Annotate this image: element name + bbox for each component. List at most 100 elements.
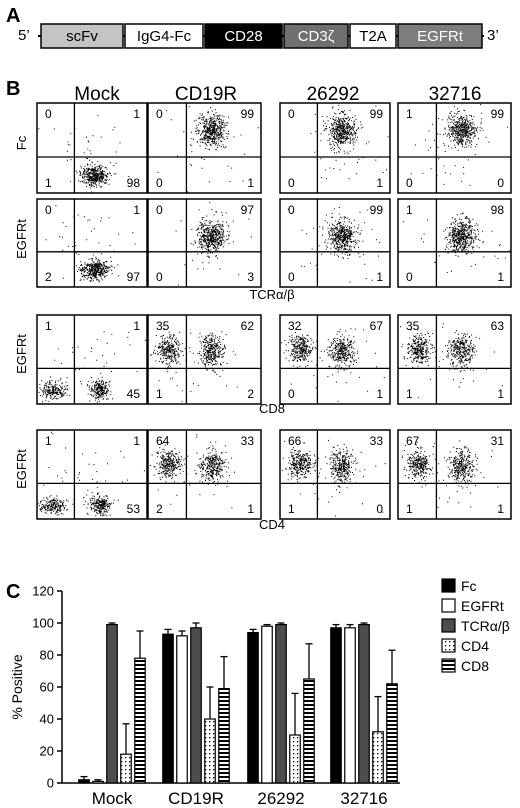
event-cloud — [445, 446, 478, 489]
bar — [162, 633, 174, 784]
event-cloud — [281, 328, 321, 368]
legend-swatch — [441, 658, 456, 673]
panel-c: C 0 20 40 60 80 100 120 % Positive Mock CD19R 2629… — [6, 578, 510, 808]
bar — [176, 635, 188, 784]
quadrant-percent: 1 — [247, 502, 254, 516]
y-tick-label: 120 — [32, 584, 54, 599]
legend-label: TCRα/β — [461, 618, 510, 634]
quadrant-percent: 0 — [497, 176, 504, 190]
quadrant-percent: 0 — [288, 176, 295, 190]
legend-swatch — [441, 578, 456, 593]
event-cloud — [192, 332, 234, 373]
legend-swatch — [441, 598, 456, 613]
construct-segment — [349, 23, 397, 49]
quadrant-percent: 1 — [156, 387, 163, 401]
category-label: Mock — [92, 789, 133, 808]
quadrant-percent: 35 — [156, 319, 170, 333]
plot-frame — [279, 314, 391, 405]
flow-plot: 0 1 2 97 — [36, 198, 148, 288]
quadrant-percent: 33 — [241, 434, 255, 448]
quadrant-percent: 1 — [376, 270, 383, 284]
bar-chart: 0 20 40 60 80 100 120 % Positive Mock CD19R 26292 3… — [9, 578, 510, 808]
flow-plot: 1 98 0 1 — [397, 198, 512, 288]
quadrant-percent: 67 — [370, 319, 384, 333]
legend-label: Fc — [461, 578, 477, 594]
plot-frame — [397, 102, 512, 194]
flow-plot: 0 99 0 1 — [279, 198, 391, 288]
bar — [190, 627, 202, 784]
event-cloud — [83, 492, 115, 517]
quadrant-percent: 0 — [406, 176, 413, 190]
event-cloud — [401, 442, 445, 485]
construct-segment — [40, 23, 124, 49]
quadrant-percent: 98 — [127, 176, 141, 190]
plot-frame — [279, 429, 391, 520]
bar — [330, 627, 342, 784]
flow-plot: 35 62 1 2 — [147, 314, 262, 405]
y-tick-label: 80 — [40, 648, 54, 663]
construct-segment-label: CD28 — [224, 28, 262, 45]
construct-segment-label: CD3ζ — [298, 28, 335, 45]
quadrant-percent: 0 — [156, 270, 163, 284]
bar — [247, 631, 259, 784]
bar — [289, 734, 301, 784]
quadrant-percent: 1 — [497, 387, 504, 401]
quadrant-percent: 0 — [288, 107, 295, 121]
quadrant-percent: 0 — [156, 107, 163, 121]
legend-label: CD4 — [461, 638, 489, 654]
quadrant-percent: 1 — [45, 176, 52, 190]
construct-segment-label: scFv — [66, 28, 98, 45]
plot-frame — [147, 314, 262, 405]
row-axis-label: EGFRt — [14, 219, 29, 259]
construct-segment — [204, 23, 283, 49]
bar — [275, 623, 287, 784]
event-cloud — [401, 329, 436, 380]
row-x-axis-label: CD8 — [259, 401, 285, 416]
event-cloud — [445, 330, 478, 373]
bar — [92, 780, 104, 784]
panel-c-letter: C — [6, 581, 20, 603]
quadrant-percent: 33 — [370, 434, 384, 448]
construct-segment-label: EGFRt — [417, 28, 464, 45]
quadrant-percent: 0 — [45, 107, 52, 121]
quadrant-percent: 1 — [247, 176, 254, 190]
flow-plot: 0 97 0 3 — [147, 198, 262, 288]
event-cloud — [325, 443, 362, 493]
quadrant-percent: 66 — [288, 434, 302, 448]
y-tick-label: 60 — [40, 680, 54, 695]
quadrant-percent: 2 — [247, 387, 254, 401]
event-cloud — [409, 440, 500, 512]
event-cloud — [190, 211, 231, 264]
bar — [78, 779, 90, 784]
category-label: CD19R — [168, 789, 224, 808]
quadrant-percent: 0 — [376, 502, 383, 516]
quadrant-percent: 0 — [288, 203, 295, 217]
construct-segments: scFv IgG4-Fc CD28 CD3ζ T2A EGFRt — [40, 23, 483, 49]
bar — [344, 627, 356, 784]
quadrant-percent: 1 — [133, 107, 140, 121]
quadrant-percent: 1 — [497, 270, 504, 284]
panel-b-letter: B — [6, 78, 20, 100]
bar — [261, 625, 273, 784]
legend-swatch — [441, 618, 456, 633]
construct-segment — [283, 23, 349, 49]
quadrant-percent: 1 — [376, 387, 383, 401]
quadrant-percent: 62 — [241, 319, 255, 333]
quadrant-percent: 1 — [376, 176, 383, 190]
column-header: 32716 — [429, 84, 482, 105]
bar — [134, 657, 146, 784]
quadrant-percent: 97 — [127, 270, 141, 284]
construct-segment — [124, 23, 204, 49]
quadrant-percent: 1 — [133, 434, 140, 448]
quadrant-percent: 1 — [133, 203, 140, 217]
category-label: 26292 — [257, 789, 304, 808]
bar — [106, 623, 118, 784]
event-cloud — [315, 104, 364, 155]
quadrant-percent: 67 — [406, 434, 420, 448]
flow-plot: 0 1 1 98 — [36, 102, 148, 194]
quadrant-percent: 99 — [491, 107, 505, 121]
bar — [204, 718, 216, 784]
panel-a-letter: A — [6, 5, 20, 27]
quadrant-percent: 3 — [247, 270, 254, 284]
